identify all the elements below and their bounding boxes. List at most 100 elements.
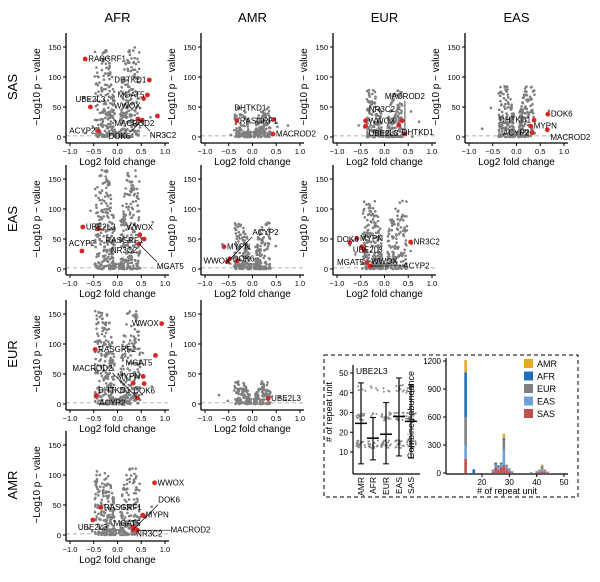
background-point [367, 99, 371, 103]
background-point [103, 359, 107, 363]
bar-eur [464, 417, 467, 445]
background-point [97, 311, 100, 314]
background-point [255, 251, 258, 255]
x-tick-label: 0.5 [136, 279, 146, 288]
background-point [260, 117, 264, 120]
background-point [123, 488, 127, 491]
background-point [364, 265, 368, 269]
background-point [99, 215, 102, 219]
background-point [121, 359, 125, 362]
background-point [264, 127, 268, 131]
bar-eas [508, 469, 511, 472]
background-point [134, 199, 138, 203]
y-tick-label: 100 [315, 73, 328, 82]
bar-sas [497, 469, 500, 473]
background-point [497, 92, 500, 95]
background-point [526, 98, 530, 101]
background-point [365, 224, 369, 228]
background-point [497, 133, 501, 137]
x-tick-label: 0.0 [511, 147, 521, 156]
background-point [104, 323, 108, 327]
highlight-point-dhtkd1 [146, 77, 152, 83]
gene-label-mypn: MYPN [227, 242, 250, 251]
background-point [233, 384, 237, 388]
background-point [130, 125, 133, 129]
background-point [128, 193, 132, 197]
background-point [112, 355, 116, 359]
background-point [396, 135, 399, 139]
background-point [520, 113, 523, 117]
x-tick-label: 0.5 [403, 147, 413, 156]
background-point [138, 126, 142, 129]
background-point [109, 486, 113, 490]
sample-point [401, 419, 404, 422]
background-point [395, 237, 398, 240]
gene-label-rasgrf1: RASGRF1 [240, 116, 278, 125]
background-point [365, 218, 369, 222]
background-point [113, 118, 116, 122]
background-point [94, 357, 98, 361]
background-point [96, 94, 100, 98]
background-point [103, 83, 107, 86]
background-point [405, 200, 408, 203]
background-point [512, 127, 515, 131]
background-point [94, 92, 97, 95]
background-point [400, 94, 403, 98]
gene-label-wwox: WWOX [204, 257, 231, 266]
background-point [121, 76, 125, 79]
y-axis-label: −Log10 p − value [32, 180, 43, 258]
highlight-point-wwox [152, 480, 157, 486]
background-point [508, 106, 512, 109]
background-point [111, 116, 114, 119]
highlight-point-rasgrf1 [82, 56, 88, 62]
bar-afr [491, 469, 495, 471]
background-point [238, 387, 242, 391]
background-point [238, 122, 242, 125]
background-point [109, 520, 112, 524]
background-point [247, 401, 251, 405]
background-point [127, 205, 131, 209]
background-point [104, 124, 108, 127]
background-point [111, 511, 115, 515]
background-point [258, 117, 262, 121]
background-point [100, 90, 104, 93]
background-point [93, 309, 97, 313]
background-point [384, 267, 388, 271]
background-point [391, 93, 395, 96]
y-tick-label: 150 [183, 43, 196, 52]
background-point [131, 68, 135, 72]
gene-label-nr3c2: NR3C2 [369, 105, 396, 114]
background-point [124, 114, 127, 118]
background-point [371, 92, 374, 96]
background-point [130, 180, 134, 184]
sample-point [401, 384, 404, 387]
background-point [260, 241, 263, 245]
background-point [397, 222, 400, 225]
gene-label-ube2l3: UBE2L3 [353, 246, 383, 255]
background-point [109, 197, 113, 201]
background-point [242, 396, 246, 400]
background-point [106, 117, 110, 120]
background-point [372, 125, 376, 129]
background-point [234, 232, 238, 235]
background-point [135, 486, 138, 489]
background-point [136, 402, 139, 405]
sample-point [364, 446, 367, 449]
background-point [103, 57, 107, 60]
gene-label-nr3c2: NR3C2 [150, 131, 177, 140]
background-point [107, 494, 111, 497]
sample-point [367, 440, 370, 443]
background-point [136, 97, 139, 100]
background-point [129, 69, 133, 73]
y-axis-label: −Log10 p − value [299, 180, 310, 258]
x-tick-label: 1.0 [160, 545, 170, 554]
background-point [137, 180, 141, 183]
background-point [262, 402, 265, 405]
background-point [130, 533, 134, 536]
sample-point [388, 414, 391, 417]
background-point [121, 364, 125, 368]
y-tick-label: 10 [339, 448, 348, 457]
background-point [253, 402, 257, 406]
background-point [111, 264, 114, 268]
bar-sas [464, 459, 467, 473]
